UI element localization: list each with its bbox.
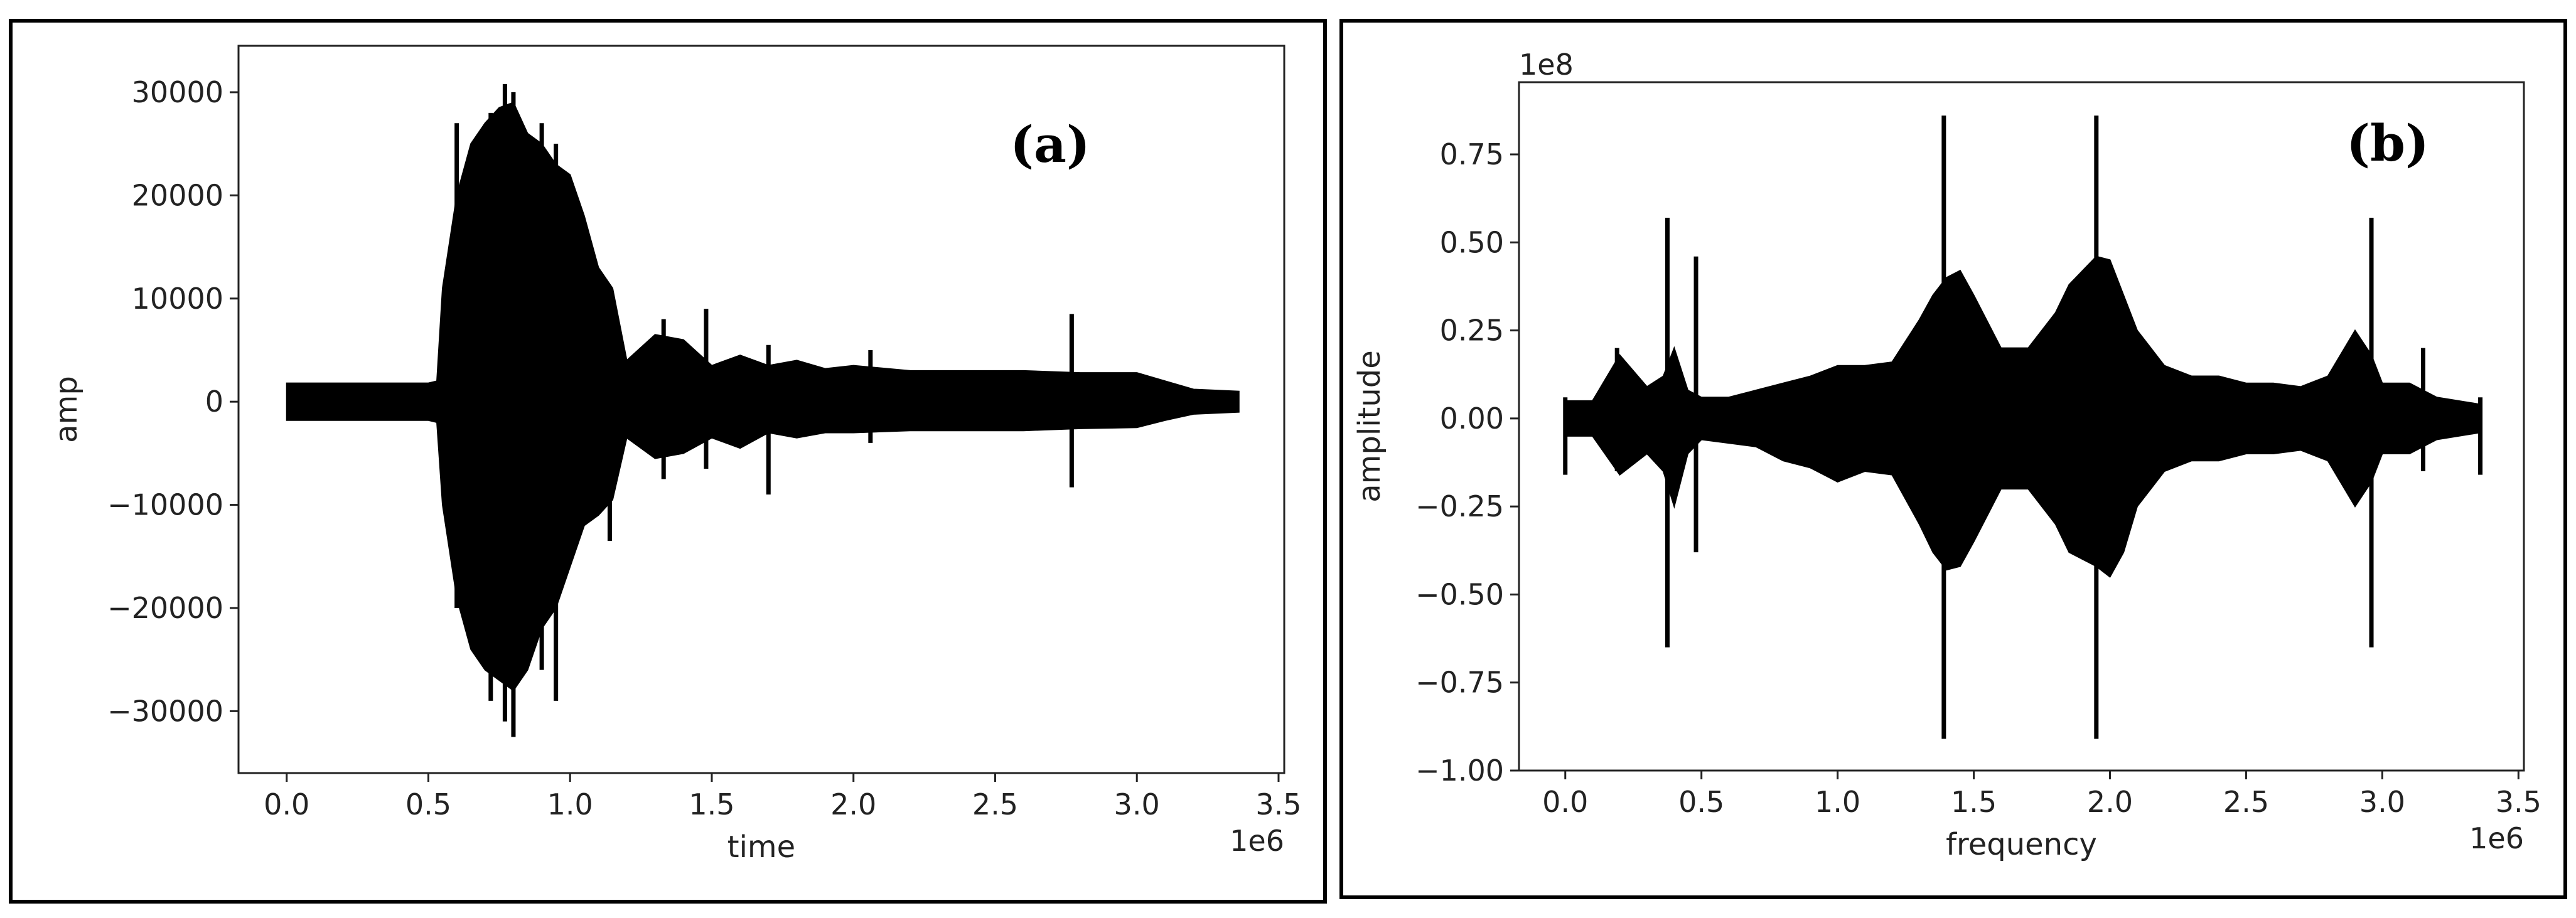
x-tick-label-a-5: 2.5 <box>972 787 1018 821</box>
y-tick-label-b-6: −0.75 <box>1415 666 1504 700</box>
chart-panel-b: 0.0 0.5 1.0 1.5 2.0 2.5 3.0 3.5 0.75 0.50 0.25 0.0… <box>1339 19 2567 899</box>
y-tick-label-a-6: −30000 <box>107 694 223 728</box>
x-tick-label-a-2: 1.0 <box>547 787 593 821</box>
y-tick-label-b-4: −0.25 <box>1415 489 1504 523</box>
y-tick-label-a-5: −20000 <box>107 591 223 625</box>
x-tick-label-a-0: 0.0 <box>264 787 309 821</box>
x-tick-label-a-6: 3.0 <box>1114 787 1160 821</box>
y-tick-label-a-3: 0 <box>205 385 223 419</box>
y-tick-label-b-1: 0.50 <box>1440 225 1504 259</box>
x-tick-label-b-7: 3.5 <box>2496 785 2541 819</box>
plot-frame-b <box>1518 81 2525 772</box>
y-tick-label-a-1: 20000 <box>132 178 223 212</box>
x-axis-label-b: frequency <box>1946 827 2097 862</box>
series-amplitude-spectrum <box>1564 255 2481 578</box>
panel-label-a: (a) <box>1010 115 1090 174</box>
y-tick-label-b-5: −0.50 <box>1415 577 1504 611</box>
x-tick-label-b-3: 1.5 <box>1951 785 1997 819</box>
chart-b-svg: 0.0 0.5 1.0 1.5 2.0 2.5 3.0 3.5 0.75 0.50 0.25 0.0… <box>1352 48 2541 862</box>
x-tick-label-b-4: 2.0 <box>2087 785 2133 819</box>
y-axis-label-b: amplitude <box>1352 350 1387 503</box>
y-tick-label-b-7: −1.00 <box>1415 754 1504 787</box>
y-offset-text-b: 1e8 <box>1519 48 1574 82</box>
x-tick-label-a-3: 1.5 <box>689 787 734 821</box>
plot-frame-a <box>237 45 1285 774</box>
y-tick-label-a-2: 10000 <box>132 282 223 316</box>
x-tick-label-b-2: 1.0 <box>1815 785 1860 819</box>
series-amp-waveform <box>286 102 1240 691</box>
y-tick-label-b-3: 0.00 <box>1440 402 1504 435</box>
y-tick-label-b-2: 0.25 <box>1440 314 1504 348</box>
x-axis-label-a: time <box>727 830 795 865</box>
x-tick-label-a-7: 3.5 <box>1255 787 1301 821</box>
y-tick-label-a-4: −10000 <box>107 488 223 522</box>
y-tick-label-a-0: 30000 <box>132 75 223 109</box>
y-axis-label-a: amp <box>49 376 84 443</box>
x-offset-text-b: 1e6 <box>2469 821 2524 855</box>
x-tick-label-b-0: 0.0 <box>1542 785 1588 819</box>
x-tick-label-b-5: 2.5 <box>2223 785 2269 819</box>
x-tick-label-b-6: 3.0 <box>2359 785 2405 819</box>
chart-a-svg: 0.0 0.5 1.0 1.5 2.0 2.5 3.0 3.5 30000 20000 10000… <box>49 45 1302 865</box>
panel-label-b: (b) <box>2346 114 2429 173</box>
x-tick-label-a-1: 0.5 <box>405 787 451 821</box>
x-tick-label-b-1: 0.5 <box>1678 785 1724 819</box>
x-offset-text-a: 1e6 <box>1230 824 1284 858</box>
chart-panel-a: 0.0 0.5 1.0 1.5 2.0 2.5 3.0 3.5 30000 20000 10000… <box>9 19 1327 904</box>
x-tick-label-a-4: 2.0 <box>830 787 876 821</box>
y-tick-label-b-0: 0.75 <box>1440 137 1504 171</box>
